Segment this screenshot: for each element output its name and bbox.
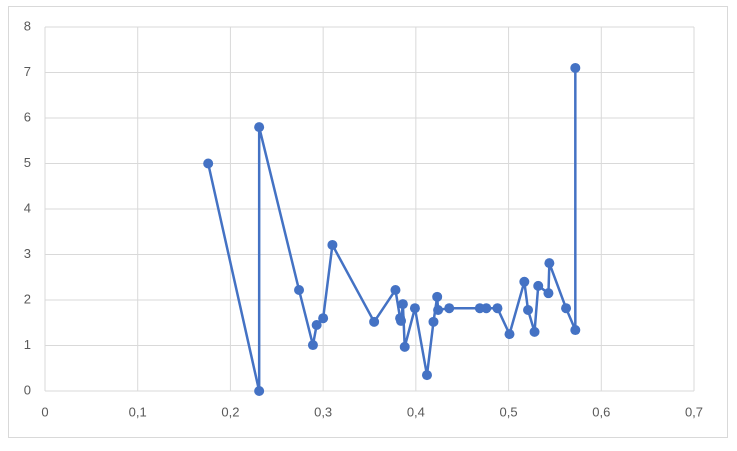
chart-border bbox=[8, 6, 728, 438]
data-point bbox=[307, 340, 318, 351]
data-point bbox=[504, 329, 515, 340]
x-tick-label: 0,1 bbox=[129, 404, 147, 419]
y-tick-label: 4 bbox=[24, 200, 31, 215]
data-point bbox=[444, 303, 455, 314]
data-point bbox=[570, 325, 581, 336]
x-tick-label: 0,5 bbox=[500, 404, 518, 419]
data-point bbox=[397, 299, 408, 310]
data-point bbox=[523, 305, 534, 316]
data-point bbox=[570, 62, 581, 73]
y-tick-label: 6 bbox=[24, 109, 31, 124]
data-point bbox=[390, 284, 401, 295]
data-point bbox=[421, 370, 432, 381]
y-tick-label: 2 bbox=[24, 291, 31, 306]
data-point bbox=[544, 258, 555, 269]
data-point bbox=[561, 303, 572, 314]
data-point bbox=[543, 288, 554, 299]
y-tick-label: 8 bbox=[24, 18, 31, 33]
y-tick-label: 0 bbox=[24, 382, 31, 397]
data-point bbox=[432, 291, 443, 302]
data-point bbox=[433, 305, 444, 316]
data-point bbox=[399, 341, 410, 352]
data-point bbox=[318, 313, 329, 324]
x-tick-label: 0,2 bbox=[221, 404, 239, 419]
data-point bbox=[492, 303, 503, 314]
y-tick-label: 5 bbox=[24, 155, 31, 170]
data-point bbox=[409, 303, 420, 314]
data-point bbox=[481, 303, 492, 314]
data-point bbox=[254, 122, 265, 133]
x-tick-label: 0,6 bbox=[592, 404, 610, 419]
x-tick-label: 0,7 bbox=[685, 404, 703, 419]
data-point bbox=[529, 326, 540, 337]
x-tick-label: 0,3 bbox=[314, 404, 332, 419]
data-point bbox=[327, 239, 338, 250]
y-tick-label: 7 bbox=[24, 64, 31, 79]
data-point bbox=[396, 315, 407, 326]
y-tick-label: 1 bbox=[24, 337, 31, 352]
data-point bbox=[311, 320, 322, 331]
y-tick-label: 3 bbox=[24, 246, 31, 261]
data-point bbox=[369, 316, 380, 327]
data-point bbox=[294, 284, 305, 295]
x-tick-label: 0,4 bbox=[407, 404, 425, 419]
data-point bbox=[519, 276, 530, 287]
data-point bbox=[254, 386, 265, 396]
data-point bbox=[533, 280, 544, 291]
data-point bbox=[428, 316, 439, 327]
x-tick-label: 0 bbox=[41, 404, 48, 419]
data-point bbox=[203, 158, 214, 169]
